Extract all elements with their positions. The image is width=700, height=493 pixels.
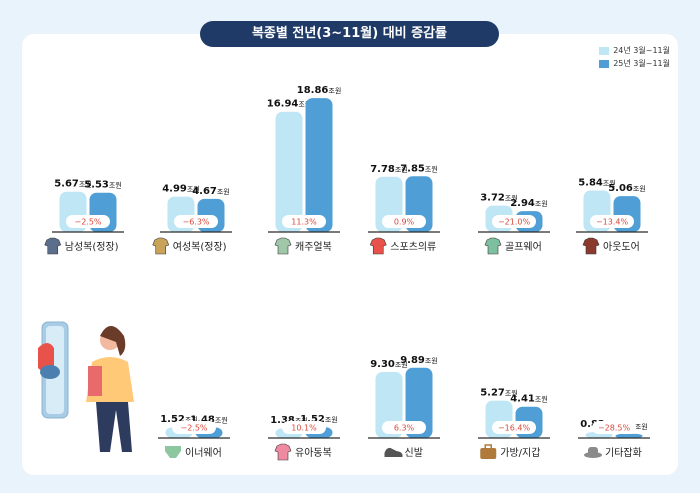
change-pill-cat-7 [282, 421, 326, 434]
value-label-cat-0-2024: 5.67조원 [54, 179, 92, 190]
hat-icon [584, 447, 602, 458]
value-label-cat-1-2025: 4.67조원 [192, 186, 230, 197]
change-label-cat-4: −21.0% [498, 218, 531, 227]
legend-swatch-2024 [599, 46, 610, 55]
value-label-cat-2-2025: 18.86조원 [297, 85, 342, 96]
value-label-cat-8-2024: 9.30조원 [370, 359, 408, 370]
value-label-cat-2-2024: 16.94조원 [267, 99, 312, 110]
value-label-cat-3-2024: 7.78조원 [370, 164, 408, 175]
change-pill-cat-9 [492, 421, 536, 434]
change-label-cat-3: 0.9% [394, 218, 415, 227]
value-label-cat-9-2024: 5.27조원 [480, 388, 518, 399]
value-label-cat-1-2024: 4.99조원 [162, 184, 200, 195]
change-label-cat-7: 10.1% [291, 424, 317, 433]
value-label-cat-8-2025: 9.89조원 [400, 355, 438, 366]
category-label-cat-1: 여성복(정장) [173, 241, 227, 253]
change-label-cat-5: −13.4% [596, 218, 629, 227]
change-pill-cat-4 [492, 215, 536, 228]
legend: 24년 3월~11월 25년 3월~11월 [599, 44, 670, 70]
polo-shirt-icon [484, 237, 502, 255]
legend-label-2025: 25년 3월~11월 [613, 59, 670, 68]
change-label-cat-9: −16.4% [498, 424, 531, 433]
change-label-cat-0: −2.5% [74, 218, 101, 227]
bag-icon [480, 444, 497, 459]
value-label-cat-6-2024: 1.52조원 [160, 414, 198, 425]
value-label-cat-0-2025: 5.53조원 [84, 180, 122, 191]
change-pill-cat-5 [590, 215, 634, 228]
underwear-icon [165, 446, 181, 458]
shirt-icon [274, 237, 292, 255]
value-label-cat-4-2024: 3.72조원 [480, 193, 518, 204]
legend-item-2024: 24년 3월~11월 [599, 44, 670, 57]
change-label-cat-2: 11.3% [291, 218, 317, 227]
chart-title: 복종별 전년(3~11월) 대비 증감률 [200, 21, 499, 47]
category-label-cat-9: 가방/지갑 [500, 447, 540, 459]
value-label-cat-4-2025: 2.94조원 [510, 198, 548, 209]
change-label-cat-10: −28.5% [598, 424, 631, 433]
category-label-cat-2: 캐주얼복 [295, 241, 332, 253]
category-label-cat-0: 남성복(정장) [65, 241, 119, 253]
category-label-cat-8: 신발 [405, 447, 423, 459]
value-label-cat-3-2025: 7.85조원 [400, 163, 438, 174]
change-label-cat-6: −2.5% [180, 424, 207, 433]
value-label-cat-7-2025: 1.52조원 [300, 414, 338, 425]
bar-cat-2-2024 [275, 111, 303, 232]
change-pill-cat-8 [382, 421, 426, 434]
legend-label-2024: 24년 3월~11월 [613, 46, 670, 55]
change-pill-cat-1 [174, 215, 218, 228]
value-label-cat-5-2025: 5.06조원 [608, 183, 646, 194]
value-label-cat-6-2025: 1.48조원 [190, 414, 228, 425]
value-label-cat-7-2024: 1.38조원 [270, 415, 308, 426]
person-with-mirror-illustration [38, 321, 134, 452]
legend-item-2025: 25년 3월~11월 [599, 57, 670, 70]
change-pill-cat-0 [66, 215, 110, 228]
value-label-cat-5-2024: 5.84조원 [578, 178, 616, 189]
coat-icon [152, 237, 170, 255]
bar-cat-10-2025 [615, 433, 643, 438]
baby-clothes-icon [274, 443, 292, 461]
change-label-cat-1: −6.3% [182, 218, 209, 227]
category-label-cat-7: 유아동복 [295, 447, 332, 459]
change-pill-cat-10 [592, 421, 636, 434]
suit-icon [44, 237, 62, 255]
category-label-cat-3: 스포츠의류 [390, 241, 436, 253]
category-label-cat-10: 기타잡화 [605, 447, 642, 459]
shoe-icon [384, 447, 403, 457]
category-label-cat-5: 아웃도어 [603, 241, 640, 253]
change-pill-cat-2 [282, 215, 326, 228]
bar-cat-8-2025 [405, 367, 433, 438]
category-label-cat-6: 이너웨어 [185, 447, 222, 459]
value-label-cat-9-2025: 4.41조원 [510, 394, 548, 405]
category-label-cat-4: 골프웨어 [505, 241, 542, 253]
change-pill-cat-3 [382, 215, 426, 228]
bar-cat-2-2025 [305, 98, 333, 233]
change-label-cat-8: 6.3% [394, 424, 415, 433]
change-pill-cat-6 [172, 421, 216, 434]
sports-shirt-icon [369, 237, 387, 255]
legend-swatch-2025 [599, 59, 610, 68]
jacket-icon [582, 237, 600, 255]
